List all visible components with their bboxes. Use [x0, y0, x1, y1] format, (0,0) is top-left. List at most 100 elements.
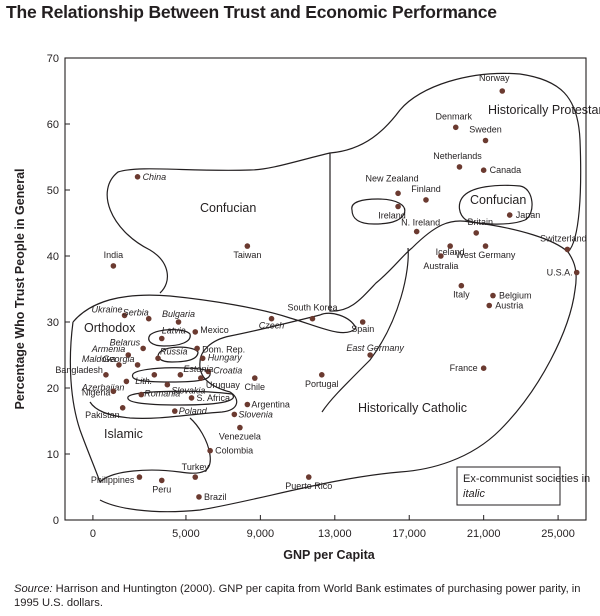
point-slovakia: [164, 381, 171, 388]
label-italy: Italy: [453, 290, 470, 300]
label-czech: Czech: [259, 321, 285, 331]
point-slovenia: [231, 411, 238, 418]
x-tick-label: 0: [90, 528, 96, 540]
label-portugal: Portugal: [305, 379, 339, 389]
point-colombia: [207, 447, 213, 454]
point-france: [480, 365, 487, 372]
label-finland: Finland: [411, 184, 441, 194]
label-mexico: Mexico: [200, 325, 229, 335]
y-tick-label: 10: [47, 449, 59, 461]
plot-frame: [64, 57, 587, 521]
point-japan: [506, 212, 513, 218]
label-sweden: Sweden: [469, 125, 502, 135]
region-boundary-orthodox: [72, 294, 357, 419]
x-tick-label: 17,000: [392, 528, 426, 540]
chart-title: The Relationship Between Trust and Econo…: [6, 2, 497, 22]
point-serbia: [145, 315, 152, 322]
label-denmark: Denmark: [435, 111, 472, 121]
label-romania: Romania: [144, 389, 180, 399]
label-ukraine: Ukraine: [92, 304, 123, 314]
point-russia: [155, 355, 161, 362]
point-bulgaria: [175, 319, 182, 325]
label-latvia: Latvia: [162, 326, 186, 336]
region-label-confucian-japan: Confucian: [470, 193, 526, 207]
point-dom-rep: [194, 345, 200, 352]
region-label-catholic: Historically Catholic: [358, 401, 467, 415]
label-slovenia: Slovenia: [238, 409, 273, 419]
point-estonia: [177, 372, 184, 378]
x-tick-label: 21,000: [467, 528, 501, 540]
point-switzerland: [564, 246, 571, 253]
point-armenia: [125, 352, 132, 358]
point-puerto-rico: [305, 474, 312, 480]
point-hungary: [199, 355, 206, 362]
point-canada: [480, 167, 487, 173]
label-slovakia: Slovakia: [171, 386, 205, 396]
point-maldova: [116, 362, 122, 368]
point-britain: [473, 230, 480, 236]
point-venezuela: [237, 424, 243, 431]
label-bulgaria: Bulgaria: [162, 309, 195, 319]
trust-scatter-chart: 0 5,000 9,000 13,000 17,000 21,000 25,000 0 10 2…: [13, 53, 600, 562]
label-s-africa: S. Africa: [197, 393, 231, 403]
label-turkey: Turkey: [182, 462, 210, 472]
label-belarus: Belarus: [110, 337, 141, 347]
label-lith: Lith.: [135, 376, 152, 386]
label-argentina: Argentina: [251, 400, 290, 410]
label-chile: Chile: [245, 382, 266, 392]
point-philippines: [136, 474, 143, 480]
point-croatia: [205, 368, 212, 375]
point-mexico: [192, 329, 199, 335]
point-iceland: [447, 243, 453, 249]
y-tick-label: 60: [47, 119, 59, 131]
point-belarus: [140, 345, 146, 352]
label-bangladesh: Bangladesh: [55, 365, 103, 375]
y-tick-label: 70: [47, 53, 59, 65]
point-china: [134, 174, 141, 180]
label-britain: Britain: [467, 217, 493, 227]
label-west-germany: West Germany: [456, 250, 516, 260]
y-axis-title: Percentage Who Trust People in General: [13, 168, 27, 409]
label-maldova: Maldova: [82, 354, 116, 364]
label-east-germany: East Germany: [346, 343, 404, 353]
source-label: Source:: [14, 583, 53, 595]
point-italy: [458, 282, 465, 289]
point-czech: [268, 315, 275, 322]
point-portugal: [318, 372, 325, 378]
y-tick-label: 40: [47, 251, 59, 263]
x-tick-label: 25,000: [541, 528, 575, 540]
point-bangladesh: [103, 372, 109, 378]
point-new-zealand: [395, 190, 401, 197]
label-puerto-rico: Puerto Rico: [285, 481, 332, 491]
point-ireland: [395, 203, 401, 210]
region-label-orthodox: Orthodox: [84, 321, 136, 335]
point-south-korea: [309, 315, 316, 322]
region-boundary-small-romania: [127, 390, 234, 406]
point-romania: [138, 391, 145, 398]
label-croatia: Croatia: [213, 366, 242, 376]
region-boundary-small-lith-estonia: [131, 367, 211, 383]
label-spain: Spain: [351, 324, 374, 334]
point-u-s-a: [573, 269, 580, 276]
label-switzerland: Switzerland: [540, 233, 587, 243]
x-tick-label: 5,000: [172, 528, 200, 540]
point-nigeria: [110, 388, 117, 395]
point-turkey: [192, 474, 199, 480]
label-norway: Norway: [479, 73, 510, 83]
point-peru: [158, 477, 165, 484]
legend-box: Ex-communist societies in italic: [456, 466, 590, 506]
point-finland: [423, 197, 429, 203]
label-azerbaijan: Azerbaijan: [81, 382, 125, 392]
point-taiwan: [244, 243, 251, 249]
point-austria: [486, 302, 493, 309]
y-tick-label: 0: [53, 515, 59, 527]
label-netherlands: Netherlands: [433, 151, 482, 161]
label-iceland: Iceland: [436, 247, 465, 257]
region-boundary-confucian-japan: [458, 184, 533, 225]
legend-text: Ex-communist societies in: [463, 473, 590, 485]
point-uruguay: [198, 375, 204, 381]
label-austria: Austria: [495, 301, 523, 311]
point-argentina: [244, 401, 251, 408]
label-brazil: Brazil: [204, 492, 227, 502]
point-norway: [499, 88, 506, 94]
